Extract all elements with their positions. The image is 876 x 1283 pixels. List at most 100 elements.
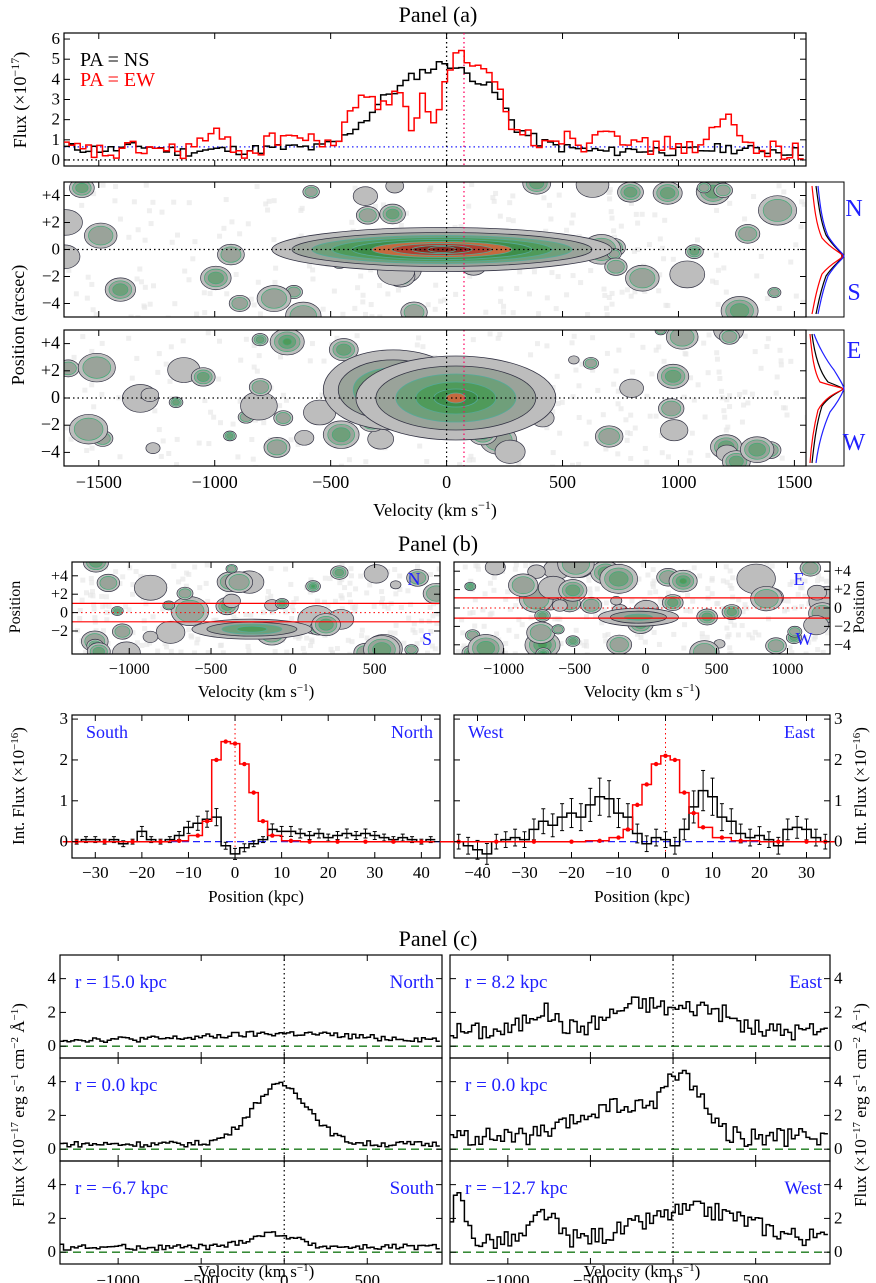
black-profile [454, 789, 830, 855]
ns-map-noise-pixel [377, 314, 383, 317]
ns-map-blob [385, 208, 400, 220]
ns-map-blob [769, 288, 780, 297]
b-ew-map-noise-pixel [555, 616, 561, 622]
ns-map-blob [352, 186, 378, 206]
b-ns-map-noise-pixel [203, 580, 209, 586]
b-ns-map-noise-pixel [358, 573, 364, 579]
ns-map-noise-pixel [159, 209, 165, 215]
b-ew-map-noise-pixel [512, 651, 518, 654]
ns-map-noise-pixel [425, 315, 431, 317]
b-ew-map-noise-pixel [602, 633, 608, 639]
ns-map-noise-pixel [776, 305, 782, 311]
b-ew-map-noise-pixel [766, 616, 772, 622]
ew-map-noise-pixel [649, 371, 655, 377]
b-ew-map-noise-pixel [731, 622, 737, 628]
ns-map-noise-pixel [601, 286, 607, 292]
ns-map-noise-pixel [656, 288, 662, 294]
ns-map-blob [220, 246, 242, 263]
ew-map-noise-pixel [338, 463, 344, 466]
b-ew-map-noise-pixel [603, 638, 609, 644]
y-tick-label: 0 [60, 605, 68, 622]
b-ns-map-blob [112, 641, 141, 654]
ew-map-noise-pixel [68, 436, 74, 442]
red-profile-point [288, 838, 294, 844]
red-profile-point [251, 790, 256, 795]
b-ns-map-noise-pixel [269, 609, 275, 615]
ew-map-noise-pixel [644, 459, 650, 465]
ew-map-noise-pixel [235, 454, 241, 460]
b-ns-map-noise-pixel [371, 603, 377, 609]
ns-map-blob [289, 305, 317, 317]
ns-map-blob [112, 283, 129, 296]
y-tick-label: 0 [48, 1036, 57, 1055]
legend-ew: PA = EW [80, 69, 155, 91]
ew-map-noise-pixel [804, 415, 806, 421]
ns-map-noise-pixel [148, 221, 154, 227]
b-ew-map-blob [551, 599, 568, 612]
ns-map-noise-pixel [135, 227, 141, 233]
ns-map-noise-pixel [146, 208, 152, 214]
b-ew-map-noise-pixel [472, 597, 478, 603]
flux-ylabel-a: Flux (×10−17) [8, 52, 31, 148]
b-ew-map-noise-pixel [601, 607, 607, 613]
spectrum-panel-frame [59, 1160, 443, 1265]
y-tick-label: +4 [42, 186, 61, 205]
b-ns-map-noise-pixel [405, 588, 411, 594]
y-tick-label: 0 [48, 1139, 57, 1158]
b-ew-map-blob [561, 562, 590, 575]
ew-map-blob [282, 338, 292, 346]
ew-map-noise-pixel [468, 453, 474, 459]
b-label-w: W [796, 629, 813, 649]
ns-map-noise-pixel [425, 302, 431, 308]
ns-map-noise-pixel [788, 259, 794, 265]
y-tick-label: −2 [51, 623, 68, 640]
ew-map-noise-pixel [205, 330, 211, 336]
ew-map-blob [172, 399, 180, 406]
red-profile-point [682, 790, 687, 795]
ns-map-noise-pixel [271, 237, 277, 243]
ew-map-blob [748, 442, 766, 457]
b-ns-map-noise-pixel [130, 582, 136, 588]
panel-c-grid: 0 2 4 r = 15.0 kpc North 0 2 4 r = 8.2 kpc East 0 2… [48, 954, 843, 1283]
b-ns-map-noise-pixel [385, 605, 391, 611]
ew-map-noise-pixel [724, 397, 730, 403]
b-ew-map-noise-pixel [603, 600, 609, 606]
b-ns-map-noise-pixel [352, 605, 358, 611]
b-ew-map-noise-pixel [558, 641, 564, 647]
panel-a-title: Panel (a) [399, 2, 478, 27]
b-ns-map-noise-pixel [302, 651, 308, 654]
b-ns-map-noise-pixel [100, 604, 106, 610]
b-ns-map-noise-pixel [205, 598, 211, 604]
position-label-b-left: Position [7, 581, 24, 633]
ew-map-blob [255, 336, 265, 344]
ns-map-noise-pixel [358, 273, 364, 279]
ew-spectrum-line [64, 49, 804, 160]
b-ew-map-noise-pixel [682, 622, 688, 628]
b-ns-map-blob [92, 646, 105, 654]
b-ns-map-noise-pixel [220, 650, 226, 654]
b-ew-map-noise-pixel [806, 639, 812, 645]
b-ew-map-noise-pixel [507, 606, 513, 612]
red-profile-point [176, 838, 182, 844]
ns-map-noise-pixel [377, 283, 383, 289]
ns-map-blob [64, 209, 83, 236]
b-ns-map-noise-pixel [290, 608, 296, 614]
b-ns-map-blob [318, 618, 334, 631]
ew-map-noise-pixel [156, 351, 162, 357]
spectrum-line [59, 1231, 440, 1251]
flux-ylabel-c-right: Flux (×10−17 erg s−1 cm−2 Å−1) [851, 1003, 870, 1207]
ns-map-noise-pixel [224, 291, 230, 297]
b-ns-map-blob [114, 625, 131, 638]
ew-map-noise-pixel [497, 331, 503, 337]
b-ns-map-blob [155, 620, 186, 644]
b-ns-map-noise-pixel [183, 583, 189, 589]
ew-map-noise-pixel [603, 446, 609, 452]
ew-map-noise-pixel [576, 461, 582, 466]
ns-map-noise-pixel [510, 310, 516, 316]
ew-map-noise-pixel [251, 342, 257, 348]
b-ns-map-noise-pixel [142, 626, 148, 632]
ns-map-noise-pixel [609, 301, 615, 307]
ew-map-noise-pixel [779, 455, 785, 461]
ns-map-noise-pixel [514, 285, 520, 291]
red-profile-point [635, 802, 640, 808]
